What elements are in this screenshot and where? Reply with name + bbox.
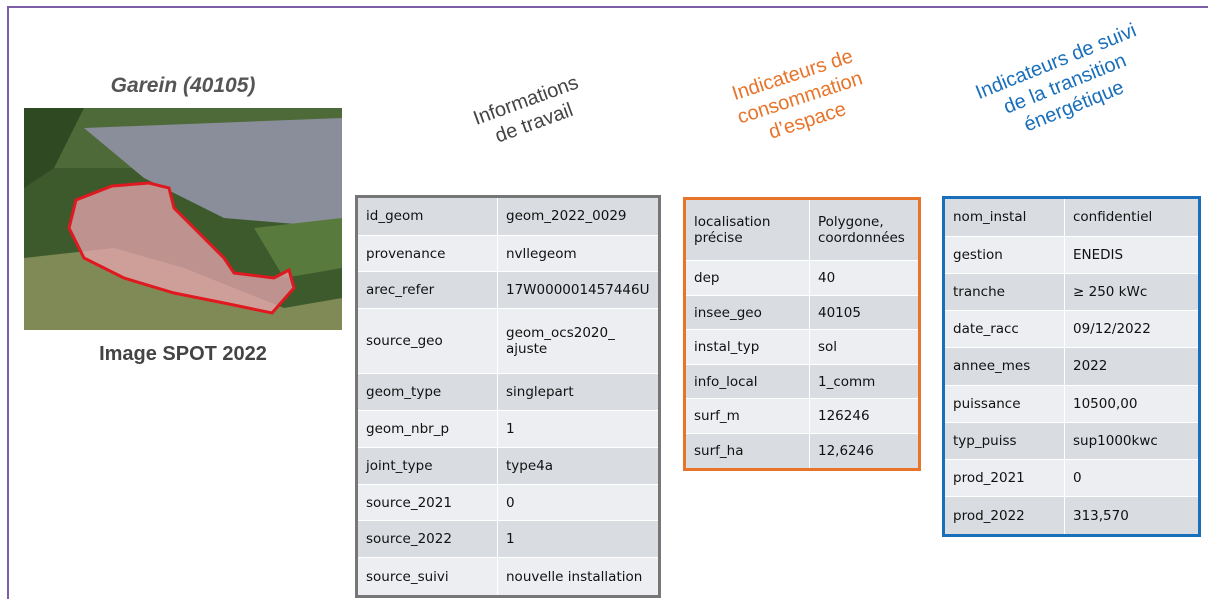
table-row: insee_geo 40105 (684, 294, 920, 331)
table-row: instal_typ sol (684, 329, 920, 365)
cell-value: geom_2022_0029 (497, 196, 660, 236)
table-row: date_racc 09/12/2022 (943, 310, 1200, 349)
cell-field: provenance (356, 234, 498, 273)
cell-value: nvllegeom (497, 234, 660, 273)
cell-value: 1 (497, 409, 660, 448)
cell-field: instal_typ (684, 329, 810, 365)
table-row: id_geom geom_2022_0029 (356, 196, 660, 236)
table-row: surf_ha 12,6246 (684, 432, 920, 471)
cell-field: surf_ha (684, 432, 810, 471)
table-row: source_geo geom_ocs2020_ ajuste (356, 308, 660, 375)
cell-value: nouvelle installation (497, 557, 660, 597)
cell-field: info_local (684, 363, 810, 400)
cell-value: geom_ocs2020_ ajuste (497, 308, 660, 375)
data-table: id_geom geom_2022_0029 provenance nvllegeom… (355, 195, 661, 598)
cell-value: 40 (809, 260, 920, 296)
cell-value: 09/12/2022 (1064, 310, 1200, 349)
cell-field: arec_refer (356, 271, 498, 310)
table-row: source_suivi nouvelle installation (356, 557, 660, 597)
table-row: geom_nbr_p 1 (356, 409, 660, 448)
cell-value: singlepart (497, 373, 660, 411)
image-caption: Image SPOT 2022 (99, 343, 267, 365)
cell-field: puissance (943, 384, 1065, 423)
table-row: source_2021 0 (356, 483, 660, 522)
cell-value: sup1000kwc (1064, 421, 1200, 460)
cell-field: annee_mes (943, 347, 1065, 386)
table-row: gestion ENEDIS (943, 235, 1200, 275)
cell-value: 0 (1064, 458, 1200, 498)
cell-field: prod_2021 (943, 458, 1065, 498)
table-row: tranche ≥ 250 kWc (943, 273, 1200, 312)
table-row: joint_type type4a (356, 446, 660, 485)
cell-value: 2022 (1064, 347, 1200, 386)
table-row: surf_m 126246 (684, 398, 920, 434)
cell-field: gestion (943, 235, 1065, 275)
table-row: prod_2021 0 (943, 458, 1200, 498)
table-row: source_2022 1 (356, 520, 660, 559)
cell-field: source_geo (356, 308, 498, 375)
cell-field: tranche (943, 273, 1065, 312)
cell-field: localisation précise (684, 197, 810, 262)
cell-value: 1_comm (809, 363, 920, 400)
cell-field: date_racc (943, 310, 1065, 349)
table-row: arec_refer 17W000001457446U (356, 271, 660, 310)
cell-field: source_2022 (356, 520, 498, 559)
cell-value: 0 (497, 483, 660, 522)
table-row: puissance 10500,00 (943, 384, 1200, 423)
frame (7, 6, 1208, 599)
cell-field: typ_puiss (943, 421, 1065, 460)
cell-field: prod_2022 (943, 496, 1065, 536)
cell-value: 126246 (809, 398, 920, 434)
cell-value: ≥ 250 kWc (1064, 273, 1200, 312)
table-row: dep 40 (684, 260, 920, 296)
cell-value: 1 (497, 520, 660, 559)
cell-value: 313,570 (1064, 496, 1200, 536)
cell-field: insee_geo (684, 294, 810, 331)
cell-field: source_2021 (356, 483, 498, 522)
cell-field: surf_m (684, 398, 810, 434)
cell-value: 17W000001457446U (497, 271, 660, 310)
cell-field: geom_type (356, 373, 498, 411)
cell-field: nom_instal (943, 197, 1065, 237)
table-row: info_local 1_comm (684, 363, 920, 400)
data-table: localisation précise Polygone, coordonnée… (683, 197, 921, 471)
cell-field: joint_type (356, 446, 498, 485)
cell-value: type4a (497, 446, 660, 485)
cell-field: source_suivi (356, 557, 498, 597)
table-row: annee_mes 2022 (943, 347, 1200, 386)
cell-value: 10500,00 (1064, 384, 1200, 423)
table-row: prod_2022 313,570 (943, 496, 1200, 536)
table-row: typ_puiss sup1000kwc (943, 421, 1200, 460)
cell-value: 12,6246 (809, 432, 920, 471)
cell-value: 40105 (809, 294, 920, 331)
title: Garein (40105) (110, 74, 256, 97)
table-row: provenance nvllegeom (356, 234, 660, 273)
data-table: nom_instal confidentiel gestion ENEDIS tranc… (942, 196, 1201, 537)
table-row: nom_instal confidentiel (943, 197, 1200, 237)
table-row: geom_type singlepart (356, 373, 660, 411)
cell-value: sol (809, 329, 920, 365)
table-row: localisation précise Polygone, coordonnée… (684, 197, 920, 262)
cell-field: geom_nbr_p (356, 409, 498, 448)
cell-field: dep (684, 260, 810, 296)
cell-value: confidentiel (1064, 197, 1200, 237)
satellite-image (24, 108, 342, 330)
cell-value: ENEDIS (1064, 235, 1200, 275)
cell-field: id_geom (356, 196, 498, 236)
cell-value: Polygone, coordonnées (809, 197, 920, 262)
